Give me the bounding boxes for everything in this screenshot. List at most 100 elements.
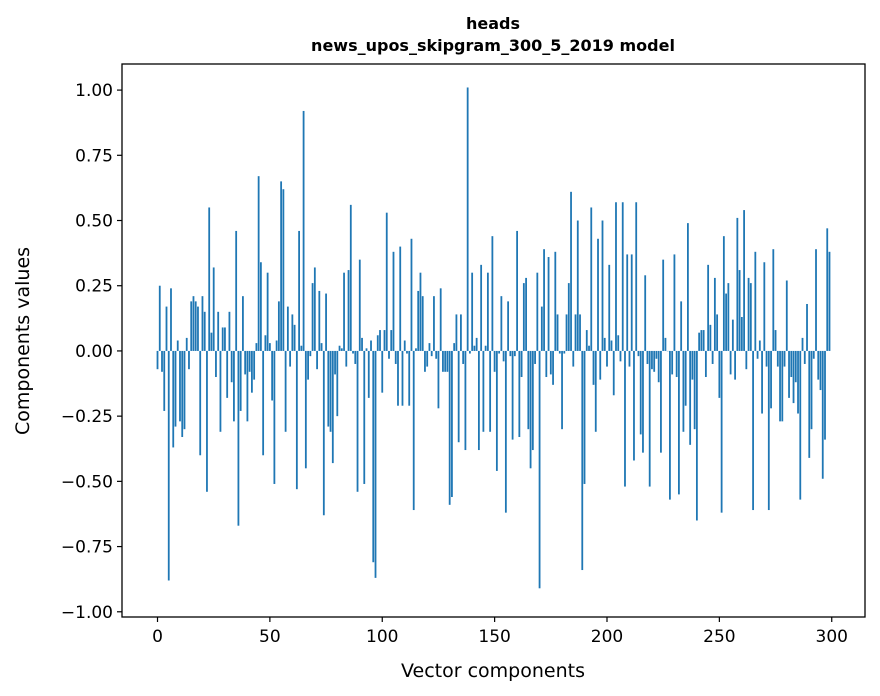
bar: [671, 350, 674, 375]
bar: [302, 110, 305, 351]
bar: [738, 270, 741, 351]
bar: [509, 350, 512, 357]
bar: [749, 283, 752, 351]
bar: [657, 350, 660, 383]
bar: [507, 301, 510, 351]
bar: [264, 335, 267, 351]
bar: [756, 350, 759, 359]
bar: [167, 350, 170, 581]
bar: [408, 350, 411, 406]
bar: [277, 301, 280, 351]
bar: [628, 350, 631, 367]
bar: [675, 350, 678, 378]
bar: [156, 350, 159, 370]
bar: [808, 350, 811, 458]
bar: [646, 350, 649, 364]
x-axis-label: Vector components: [401, 660, 585, 682]
bar: [828, 251, 831, 351]
bar: [179, 350, 181, 422]
bar: [633, 350, 635, 461]
bar: [660, 350, 662, 453]
bar: [536, 272, 539, 351]
bar: [695, 350, 698, 521]
bar: [815, 249, 817, 351]
bar: [181, 350, 184, 438]
bar: [653, 350, 656, 372]
bar: [682, 350, 685, 432]
bar: [462, 350, 465, 364]
bar: [361, 337, 363, 351]
bar: [511, 350, 514, 440]
bar: [482, 350, 485, 432]
bar: [433, 296, 435, 351]
bar: [626, 254, 629, 351]
bar: [529, 350, 532, 469]
bar: [513, 350, 516, 357]
bar: [170, 288, 172, 351]
bar: [558, 350, 561, 354]
bar: [803, 350, 806, 364]
bar: [192, 296, 195, 351]
bar: [785, 280, 788, 351]
bar: [534, 350, 536, 364]
bar: [390, 330, 393, 351]
y-tick-label: 0.25: [75, 277, 113, 297]
bar: [417, 290, 420, 351]
bar: [419, 272, 422, 351]
bar: [725, 293, 728, 351]
bar: [684, 350, 687, 406]
bar: [812, 350, 815, 359]
bar: [284, 350, 287, 432]
bar: [289, 350, 292, 367]
bar: [448, 350, 451, 505]
bar: [801, 337, 804, 351]
bar: [451, 350, 453, 498]
bar: [237, 350, 240, 526]
bar: [383, 330, 386, 351]
bar: [367, 350, 370, 398]
bar: [185, 337, 188, 351]
bar: [720, 350, 723, 513]
bar: [471, 272, 474, 351]
bar: [392, 251, 395, 351]
bar: [579, 314, 581, 351]
bar: [259, 262, 262, 351]
bar: [161, 350, 163, 372]
bar: [340, 348, 343, 351]
y-tick-label: −0.25: [61, 407, 113, 427]
x-tick-label: 250: [703, 627, 735, 647]
bar: [208, 207, 211, 351]
bar: [776, 350, 779, 367]
bar: [601, 220, 604, 351]
bar: [381, 350, 384, 393]
bar: [217, 311, 220, 351]
bar: [826, 228, 829, 351]
bar: [594, 350, 597, 432]
bar: [394, 350, 397, 364]
bar: [498, 350, 501, 354]
bar: [455, 314, 458, 351]
bar: [527, 350, 530, 430]
bar: [466, 87, 469, 351]
bar: [206, 350, 208, 492]
bar: [343, 272, 345, 351]
bar: [199, 350, 202, 456]
bar: [502, 350, 505, 362]
bar: [610, 340, 613, 351]
chart-subtitle: news_upos_skipgram_300_5_2019 model: [311, 36, 675, 55]
bar: [246, 350, 249, 422]
bar: [772, 249, 775, 351]
bar: [687, 223, 689, 351]
x-tick-label: 0: [152, 627, 163, 647]
bar: [680, 301, 683, 351]
bar: [210, 332, 213, 351]
bar: [574, 314, 577, 351]
bar: [273, 350, 276, 484]
bar: [592, 350, 595, 385]
x-tick-label: 150: [478, 627, 510, 647]
bar: [291, 314, 294, 351]
bar: [439, 288, 442, 351]
y-tick-label: 1.00: [75, 81, 113, 101]
bar: [347, 270, 350, 351]
bar: [197, 306, 199, 351]
